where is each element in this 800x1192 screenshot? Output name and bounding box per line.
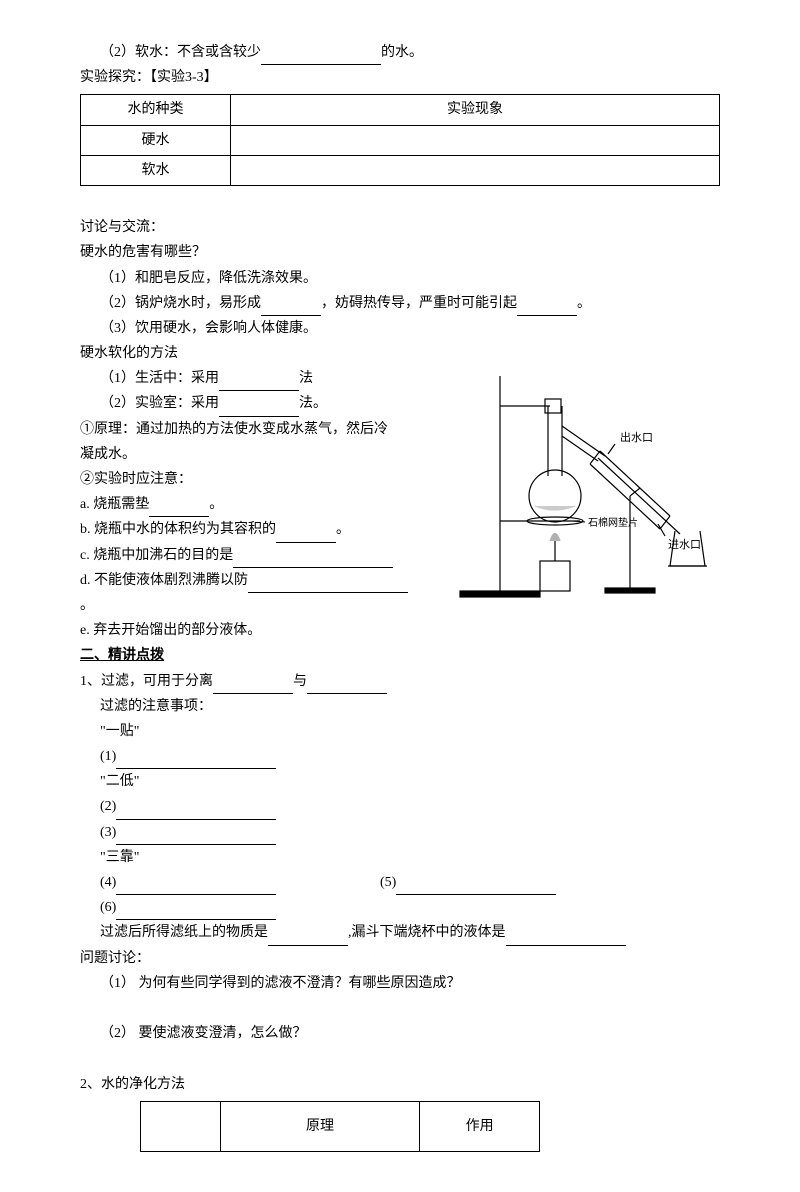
discuss-heading: 讨论与交流：	[80, 215, 720, 240]
table-row: 原理 作用	[141, 1101, 540, 1151]
soft-lab-a: （2）实验室：采用	[100, 396, 219, 411]
blank-pad[interactable]	[149, 499, 209, 517]
blank-life-method[interactable]	[219, 373, 299, 391]
blank-tie-1[interactable]	[116, 751, 276, 769]
table-cell-blank[interactable]	[141, 1101, 221, 1151]
filter-notes-title: 过滤的注意事项：	[80, 694, 720, 719]
blank-sep-2[interactable]	[307, 676, 387, 694]
table-row: 软水	[81, 155, 720, 185]
blank-low-3[interactable]	[116, 827, 276, 845]
blank-volume[interactable]	[276, 525, 336, 543]
soft-water-def-suffix: 的水。	[381, 45, 423, 60]
experiment-table: 水的种类 实验现象 硬水 软水	[80, 94, 720, 186]
harm-item-1: （1）和肥皂反应，降低洗涤效果。	[80, 266, 720, 291]
purify-method-table: 原理 作用	[140, 1101, 540, 1152]
label-water-in: 进水口	[668, 538, 701, 551]
soft-life-a: （1）生活中：采用	[100, 371, 219, 386]
one-tie: "一贴"	[80, 719, 720, 744]
table-header-phenomenon: 实验现象	[231, 95, 720, 125]
table-row: 硬水	[81, 125, 720, 155]
after-filter-a: 过滤后所得滤纸上的物质是	[100, 925, 268, 940]
harm-item-2a: （2）锅炉烧水时，易形成	[100, 296, 261, 311]
blank-soft-water[interactable]	[261, 47, 381, 65]
table-cell-soft: 软水	[81, 155, 231, 185]
note-b: b. 烧瓶中水的体积约为其容积的	[80, 522, 276, 537]
filter-intro-b: 与	[293, 674, 307, 689]
note-b-end: 。	[336, 522, 350, 537]
blank-lean-6[interactable]	[116, 902, 276, 920]
blank-residue[interactable]	[268, 928, 348, 946]
soft-water-def-prefix: （2）软水：不含或含较少	[100, 45, 261, 60]
harm-question: 硬水的危害有哪些？	[80, 240, 720, 265]
table-cell-blank[interactable]	[231, 155, 720, 185]
note-a-end: 。	[209, 497, 223, 512]
blank-lab-method[interactable]	[219, 399, 299, 417]
note-e: e. 弃去开始馏出的部分液体。	[80, 618, 720, 643]
two-low: "二低"	[80, 769, 720, 794]
item-2: (2)	[100, 799, 116, 814]
table-header-type: 水的种类	[81, 95, 231, 125]
note-c: c. 烧瓶中加沸石的目的是	[80, 548, 233, 563]
table-header-function: 作用	[420, 1101, 540, 1151]
question-1: （1） 为何有些同学得到的滤液不澄清？有哪些原因造成？	[80, 971, 720, 996]
soften-heading: 硬水软化的方法	[80, 341, 720, 366]
after-filter-b: ,漏斗下端烧杯中的液体是	[348, 925, 506, 940]
section-3-title: 2、水的净化方法	[80, 1072, 720, 1097]
item-1: (1)	[100, 749, 116, 764]
table-cell-hard: 硬水	[81, 125, 231, 155]
filter-intro-a: 1、过滤，可用于分离	[80, 674, 213, 689]
blank-boiling-stone[interactable]	[233, 550, 393, 568]
section-2-title: 二、精讲点拨	[80, 643, 720, 668]
blank-lean-5[interactable]	[396, 877, 556, 895]
experiment-title: 实验探究：【实验3-3】	[80, 65, 720, 90]
distillation-diagram: 出水口 进水口 石棉网垫片	[440, 366, 720, 615]
label-water-out: 出水口	[620, 430, 653, 444]
item-4: (4)	[100, 875, 116, 890]
table-cell-blank[interactable]	[231, 125, 720, 155]
question-2: （2） 要使滤液变澄清，怎么做？	[80, 1021, 720, 1046]
three-lean: "三靠"	[80, 845, 720, 870]
table-row: 水的种类 实验现象	[81, 95, 720, 125]
soft-lab-b: 法。	[299, 396, 327, 411]
label-pad: 石棉网垫片	[588, 516, 638, 529]
blank-prevent[interactable]	[248, 575, 408, 593]
table-header-principle: 原理	[220, 1101, 419, 1151]
problem-discuss: 问题讨论：	[80, 946, 720, 971]
blank-scale[interactable]	[261, 298, 321, 316]
principle-text: ①原理：通过加热的方法使水变成水蒸气，然后冷凝成水。	[80, 417, 400, 467]
soft-life-b: 法	[299, 371, 313, 386]
harm-item-2b: ，妨碍热传导，严重时可能引起	[321, 296, 517, 311]
harm-item-3: （3）饮用硬水，会影响人体健康。	[80, 316, 720, 341]
blank-danger[interactable]	[517, 298, 577, 316]
item-5: (5)	[380, 875, 396, 890]
note-a: a. 烧瓶需垫	[80, 497, 149, 512]
note-d: d. 不能使液体剧烈沸腾以防	[80, 573, 248, 588]
item-3: (3)	[100, 825, 116, 840]
blank-low-2[interactable]	[116, 802, 276, 820]
blank-lean-4[interactable]	[116, 877, 276, 895]
blank-sep-1[interactable]	[213, 676, 293, 694]
blank-filtrate[interactable]	[506, 928, 626, 946]
item-6: (6)	[100, 900, 116, 915]
harm-item-2c: 。	[577, 296, 591, 311]
